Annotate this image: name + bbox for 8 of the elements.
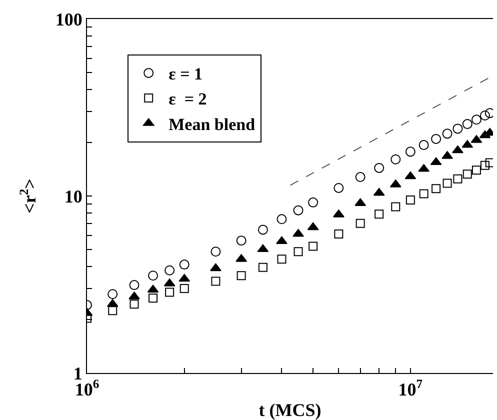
legend-label: ε = 2 <box>168 90 207 109</box>
y-tick-label: 1 <box>73 363 82 384</box>
x-tick-label: 10$^{7}$ <box>398 377 423 400</box>
y-tick-label: 10 <box>64 186 82 206</box>
legend-label: Mean blend <box>168 114 256 134</box>
legend-label: ε = 1 <box>168 64 203 84</box>
x-axis-title: t (MCS) <box>258 400 322 420</box>
y-tick-label: 100 <box>55 9 82 30</box>
